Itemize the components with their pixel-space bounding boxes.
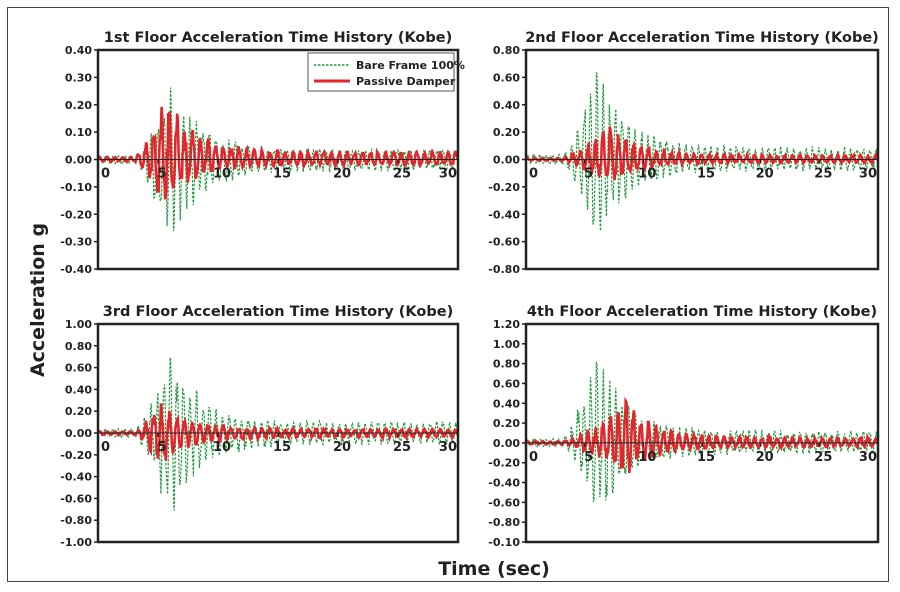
y-tick-label: -0.80 bbox=[488, 263, 520, 276]
y-tick-label: 0.40 bbox=[65, 383, 92, 396]
figure-frame bbox=[7, 7, 889, 582]
y-tick-label: 0.80 bbox=[493, 44, 520, 57]
x-tick-label: 0 bbox=[529, 450, 538, 465]
y-tick-label: -0.40 bbox=[60, 263, 92, 276]
x-tick-label: 15 bbox=[697, 167, 715, 182]
y-tick-label: 0.20 bbox=[493, 126, 520, 139]
y-tick-label: 0.60 bbox=[65, 362, 92, 375]
y-tick-label: -0.40 bbox=[60, 471, 92, 484]
plot-border bbox=[96, 48, 460, 271]
panel-title: 1st Floor Acceleration Time History (Kob… bbox=[104, 30, 452, 46]
y-tick-label: 1.00 bbox=[65, 318, 92, 331]
y-tick-label: -0.20 bbox=[60, 449, 92, 462]
x-tick-label: 25 bbox=[393, 440, 411, 455]
y-tick-label: 0.40 bbox=[493, 397, 520, 410]
y-tick-label: -0.20 bbox=[488, 457, 520, 470]
x-tick-label: 0 bbox=[101, 167, 110, 182]
y-tick-label: -0.10 bbox=[60, 181, 92, 194]
x-tick-label: 30 bbox=[859, 450, 877, 465]
y-tick-label: -0.40 bbox=[488, 477, 520, 490]
x-tick-label: 30 bbox=[859, 167, 877, 182]
x-tick-label: 5 bbox=[157, 167, 166, 182]
y-tick-label: -0.80 bbox=[60, 514, 92, 527]
y-tick-label: 0.00 bbox=[493, 154, 520, 167]
panel-title: 2nd Floor Acceleration Time History (Kob… bbox=[525, 30, 879, 46]
y-axis-label: Acceleration g bbox=[27, 223, 49, 377]
y-tick-label: -0.40 bbox=[488, 208, 520, 221]
x-tick-label: 20 bbox=[333, 440, 351, 455]
x-tick-label: 5 bbox=[157, 440, 166, 455]
y-tick-label: 0.60 bbox=[493, 71, 520, 84]
panel-title: 3rd Floor Acceleration Time History (Kob… bbox=[103, 304, 453, 320]
y-tick-label: -0.20 bbox=[488, 181, 520, 194]
x-tick-label: 25 bbox=[814, 167, 832, 182]
y-tick-label: -0.80 bbox=[488, 516, 520, 529]
plot-border bbox=[524, 322, 880, 544]
y-tick-label: -0.60 bbox=[488, 496, 520, 509]
x-tick-label: 20 bbox=[756, 450, 774, 465]
legend-label-bare-frame: Bare Frame 100% bbox=[356, 59, 465, 72]
x-tick-label: 10 bbox=[638, 450, 656, 465]
y-tick-label: -0.10 bbox=[488, 536, 520, 549]
series-bare-frame-line bbox=[526, 361, 878, 503]
x-tick-label: 30 bbox=[439, 440, 457, 455]
x-tick-label: 15 bbox=[273, 167, 291, 182]
x-tick-label: 0 bbox=[529, 167, 538, 182]
x-tick-label: 15 bbox=[273, 440, 291, 455]
legend-label-passive-damper: Passive Damper bbox=[356, 75, 456, 88]
plot-border bbox=[524, 48, 880, 271]
y-tick-label: -0.60 bbox=[60, 492, 92, 505]
y-tick-label: 0.40 bbox=[493, 99, 520, 112]
series-bare-frame-line bbox=[98, 87, 458, 232]
y-tick-label: 0.20 bbox=[65, 99, 92, 112]
y-tick-label: 0.10 bbox=[65, 126, 92, 139]
y-tick-label: 0.00 bbox=[493, 437, 520, 450]
y-tick-label: -0.30 bbox=[60, 236, 92, 249]
x-tick-label: 15 bbox=[697, 450, 715, 465]
series-passive-damper-line bbox=[98, 106, 458, 200]
y-tick-label: -0.60 bbox=[488, 236, 520, 249]
chart-panel-1: 1st Floor Acceleration Time History (Kob… bbox=[60, 30, 465, 276]
chart-panel-3: 3rd Floor Acceleration Time History (Kob… bbox=[60, 304, 460, 549]
y-tick-label: 0.40 bbox=[65, 44, 92, 57]
y-tick-label: 0.20 bbox=[493, 417, 520, 430]
legend-box bbox=[307, 52, 455, 92]
x-tick-label: 25 bbox=[814, 450, 832, 465]
plot-border bbox=[96, 322, 460, 544]
series-bare-frame-line bbox=[98, 357, 458, 511]
x-axis-label: Time (sec) bbox=[438, 558, 550, 580]
y-tick-label: 0.80 bbox=[493, 358, 520, 371]
x-tick-label: 0 bbox=[101, 440, 110, 455]
x-tick-label: 30 bbox=[439, 167, 457, 182]
x-tick-label: 10 bbox=[638, 167, 656, 182]
y-tick-label: 0.80 bbox=[65, 340, 92, 353]
x-tick-label: 20 bbox=[756, 167, 774, 182]
y-tick-label: 0.30 bbox=[65, 71, 92, 84]
y-tick-label: -0.20 bbox=[60, 208, 92, 221]
chart-panel-2: 2nd Floor Acceleration Time History (Kob… bbox=[488, 30, 880, 276]
y-tick-label: 0.00 bbox=[65, 427, 92, 440]
legend: Bare Frame 100% Passive Damper bbox=[307, 52, 465, 92]
y-tick-label: 1.20 bbox=[493, 318, 520, 331]
x-tick-label: 5 bbox=[584, 167, 593, 182]
x-tick-label: 5 bbox=[584, 450, 593, 465]
x-tick-label: 20 bbox=[333, 167, 351, 182]
chart-panel-4: 4th Floor Acceleration Time History (Kob… bbox=[488, 304, 880, 549]
y-tick-label: 0.60 bbox=[493, 377, 520, 390]
x-tick-label: 10 bbox=[213, 167, 231, 182]
y-tick-label: 0.00 bbox=[65, 154, 92, 167]
panel-title: 4th Floor Acceleration Time History (Kob… bbox=[527, 304, 877, 320]
x-tick-label: 10 bbox=[213, 440, 231, 455]
y-tick-label: 0.20 bbox=[65, 405, 92, 418]
y-tick-label: -1.00 bbox=[60, 536, 92, 549]
x-tick-label: 25 bbox=[393, 167, 411, 182]
y-tick-label: 1.00 bbox=[493, 338, 520, 351]
